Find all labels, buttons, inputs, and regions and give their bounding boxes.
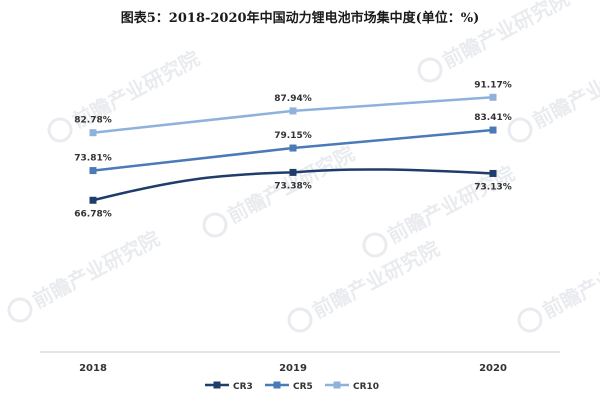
- legend-item-cr5: CR5: [265, 381, 313, 392]
- watermark-text: 前瞻产业研究院: [538, 236, 600, 323]
- watermark-logo: 前瞻产业研究院: [417, 0, 573, 83]
- legend-swatch-marker: [273, 381, 281, 389]
- watermark-logo-ring: [7, 297, 33, 323]
- legend-swatch-marker: [333, 381, 341, 389]
- legend-item-cr3: CR3: [205, 381, 253, 392]
- data-label: 73.13%: [474, 182, 512, 192]
- watermark-logo: 前瞻产业研究院: [517, 236, 600, 333]
- watermark-text: 前瞻产业研究院: [438, 0, 573, 73]
- data-label: 91.17%: [474, 80, 512, 90]
- legend: CR3 CR5 CR10: [205, 381, 379, 392]
- watermark-logo: 前瞻产业研究院: [287, 236, 443, 333]
- data-label: 83.41%: [474, 113, 512, 123]
- series-layer: [89, 93, 497, 204]
- watermark-logo-ring: [287, 307, 313, 333]
- data-label: 73.38%: [274, 181, 312, 191]
- watermark-text: 前瞻产业研究院: [308, 236, 443, 323]
- data-point-cr5: [89, 167, 97, 175]
- watermark-text: 前瞻产业研究院: [383, 161, 518, 248]
- legend-swatch-marker: [213, 381, 221, 389]
- legend-item-cr10: CR10: [325, 381, 379, 392]
- data-label: 79.15%: [274, 131, 312, 141]
- watermark-logo-ring: [507, 117, 533, 143]
- data-point-cr10: [489, 93, 497, 101]
- data-label: 82.78%: [74, 116, 112, 126]
- watermark-logo-ring: [517, 307, 543, 333]
- chart-title: 图表5：2018-2020年中国动力锂电池市场集中度(单位：%): [120, 11, 480, 26]
- data-label: 66.78%: [74, 209, 112, 219]
- watermark-logo-ring: [47, 117, 73, 143]
- data-point-cr10: [89, 129, 97, 137]
- watermark-text: 前瞻产业研究院: [28, 226, 163, 313]
- legend-label: CR10: [353, 382, 379, 392]
- data-label: 87.94%: [274, 94, 312, 104]
- data-point-cr5: [489, 126, 497, 134]
- data-point-cr3: [289, 168, 297, 176]
- data-point-cr10: [289, 107, 297, 115]
- legend-label: CR5: [293, 382, 313, 392]
- legend-label: CR3: [233, 382, 253, 392]
- watermark-logo-ring: [417, 57, 443, 83]
- x-tick-label: 2019: [279, 363, 307, 374]
- watermark-logo-ring: [362, 232, 388, 258]
- data-point-cr3: [489, 169, 497, 177]
- data-label-layer: 66.78% 73.38% 73.13% 73.81% 79.15% 83.41% 82.7…: [74, 80, 512, 219]
- watermark-logo: 前瞻产业研究院: [507, 46, 600, 143]
- data-point-cr5: [289, 144, 297, 152]
- axis-layer: 2018 2019 2020: [40, 351, 560, 374]
- data-point-cr3: [89, 196, 97, 204]
- watermark-logo: 前瞻产业研究院: [47, 46, 203, 143]
- x-tick-label: 2018: [79, 363, 107, 374]
- watermark-text: 前瞻产业研究院: [528, 46, 600, 133]
- watermark-logo-ring: [202, 212, 228, 238]
- data-label: 73.81%: [74, 154, 112, 164]
- watermark-logo: 前瞻产业研究院: [7, 226, 163, 323]
- x-tick-label: 2020: [479, 363, 507, 374]
